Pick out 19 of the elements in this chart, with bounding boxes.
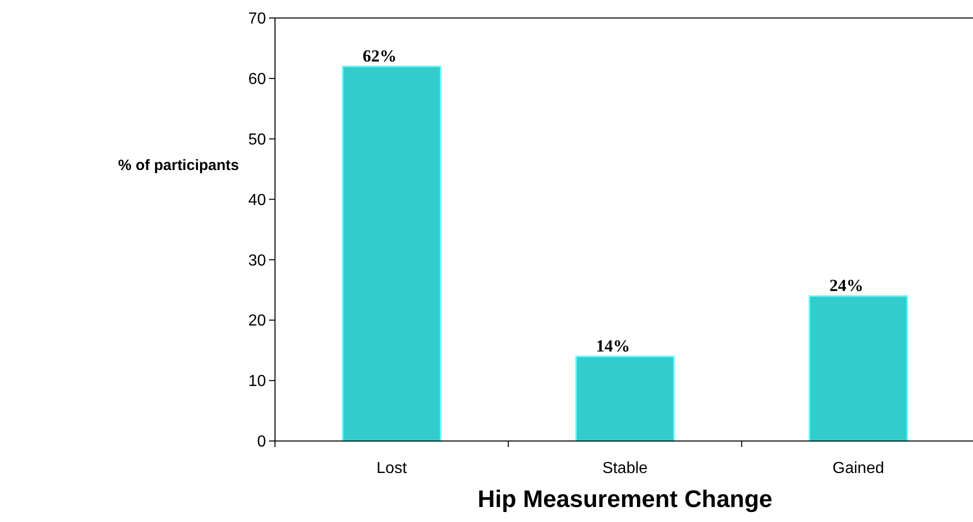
y-tick-label: 70 (248, 10, 266, 28)
y-tick-label: 30 (248, 252, 266, 270)
y-tick-label: 40 (248, 192, 266, 209)
data-label: 14% (596, 336, 630, 356)
x-axis-title: Hip Measurement Change (478, 486, 772, 513)
y-tick-label: 60 (248, 71, 266, 88)
y-axis-title: % of participants (118, 157, 239, 174)
y-tick-label: 10 (248, 373, 266, 390)
bar (342, 66, 442, 442)
x-tick-label: Stable (602, 460, 648, 477)
y-tick-label: 50 (248, 131, 266, 148)
x-tick-label: Lost (376, 460, 408, 477)
data-label: 24% (829, 276, 864, 295)
data-label: 62% (362, 46, 397, 66)
bar (575, 356, 675, 442)
y-tick-label: 20 (248, 312, 266, 330)
bar (808, 295, 908, 442)
x-tick-label: Gained (832, 460, 884, 477)
y-tick-label: 0 (257, 434, 266, 451)
